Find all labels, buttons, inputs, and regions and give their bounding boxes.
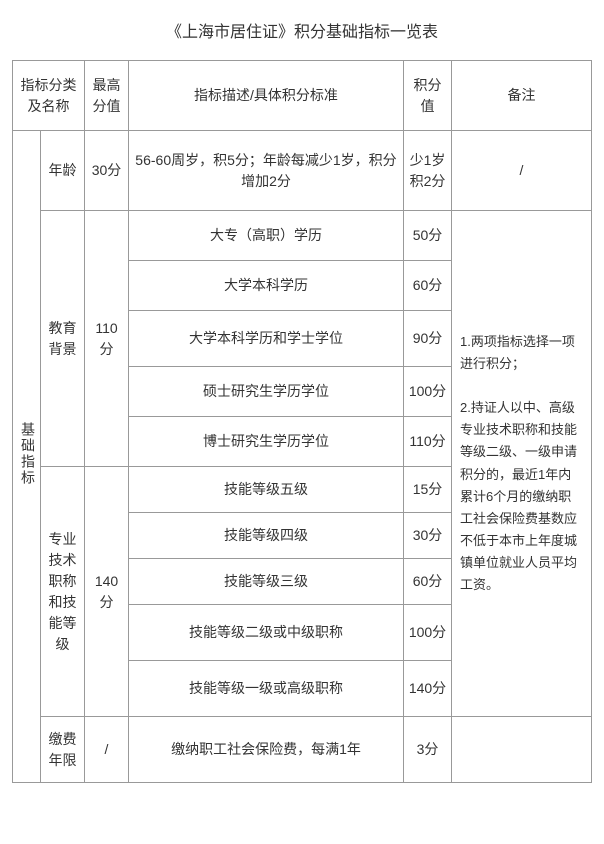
header-note: 备注 [452,61,592,131]
row-skill-desc-0: 技能等级五级 [129,467,404,513]
row-edu-max: 110分 [85,211,129,467]
row-edu-score-1: 60分 [404,261,452,311]
header-score: 积分值 [404,61,452,131]
row-edu-desc-3: 硕士研究生学历学位 [129,367,404,417]
table-row: 教育背景 110分 大专（高职）学历 50分 1.两项指标选择一项进行积分； 2… [13,211,592,261]
row-age-desc: 56-60周岁，积5分；年龄每减少1岁，积分增加2分 [129,131,404,211]
row-pay-max: / [85,717,129,783]
row-skill-score-2: 60分 [404,559,452,605]
row-age-note: / [452,131,592,211]
row-skill-desc-2: 技能等级三级 [129,559,404,605]
category-label-text: 基础指标 [17,422,38,486]
row-pay-desc: 缴纳职工社会保险费，每满1年 [129,717,404,783]
header-category: 指标分类及名称 [13,61,85,131]
row-skill-name: 专业技术职称和技能等级 [41,467,85,717]
row-pay-name: 缴费年限 [41,717,85,783]
row-age-max: 30分 [85,131,129,211]
row-edu-desc-1: 大学本科学历 [129,261,404,311]
row-edu-score-0: 50分 [404,211,452,261]
row-edu-score-2: 90分 [404,311,452,367]
row-edu-score-3: 100分 [404,367,452,417]
row-edu-name: 教育背景 [41,211,85,467]
row-edu-score-4: 110分 [404,417,452,467]
row-age-name: 年龄 [41,131,85,211]
table-row: 缴费年限 / 缴纳职工社会保险费，每满1年 3分 [13,717,592,783]
row-skill-desc-3: 技能等级二级或中级职称 [129,605,404,661]
row-edu-desc-0: 大专（高职）学历 [129,211,404,261]
header-max: 最高分值 [85,61,129,131]
page-title: 《上海市居住证》积分基础指标一览表 [12,18,592,42]
row-edu-desc-2: 大学本科学历和学士学位 [129,311,404,367]
category-label: 基础指标 [13,131,41,783]
table-header-row: 指标分类及名称 最高分值 指标描述/具体积分标准 积分值 备注 [13,61,592,131]
row-skill-max: 140分 [85,467,129,717]
row-pay-note [452,717,592,783]
table-row: 基础指标 年龄 30分 56-60周岁，积5分；年龄每减少1岁，积分增加2分 少… [13,131,592,211]
big-note: 1.两项指标选择一项进行积分； 2.持证人以中、高级专业技术职称和技能等级二级、… [452,211,592,717]
row-skill-score-1: 30分 [404,513,452,559]
row-skill-score-3: 100分 [404,605,452,661]
row-skill-desc-4: 技能等级一级或高级职称 [129,661,404,717]
row-skill-desc-1: 技能等级四级 [129,513,404,559]
row-age-score: 少1岁积2分 [404,131,452,211]
row-skill-score-0: 15分 [404,467,452,513]
row-edu-desc-4: 博士研究生学历学位 [129,417,404,467]
row-pay-score: 3分 [404,717,452,783]
indicators-table: 指标分类及名称 最高分值 指标描述/具体积分标准 积分值 备注 基础指标 年龄 … [12,60,592,783]
header-desc: 指标描述/具体积分标准 [129,61,404,131]
row-skill-score-4: 140分 [404,661,452,717]
